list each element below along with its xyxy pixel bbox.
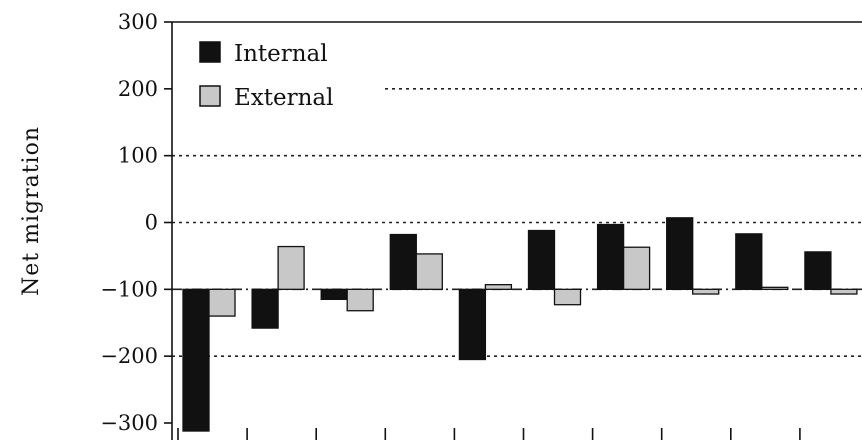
y-axis-title: Net migration [19,126,44,296]
y-tick-label: 300 [118,10,158,34]
bar-external-2 [277,245,305,290]
y-tick-label: −100 [100,277,158,301]
bar-internal-10 [804,251,832,290]
bar-internal-9 [735,233,763,290]
bar-internal-6 [527,229,556,290]
bar-internal-5 [458,288,487,361]
y-tick-label: 100 [118,144,158,168]
bar-external-7 [622,246,651,290]
bar-external-5 [484,284,513,290]
legend: Internal External [199,41,334,111]
legend-label-external: External [234,85,334,111]
legend-swatch-internal [199,41,221,63]
bar-internal-7 [596,223,625,290]
bar-internal-1 [182,288,210,432]
bar-internal-8 [666,217,694,290]
bar-internal-3 [320,288,348,301]
bars [182,217,858,432]
legend-swatch-external [199,85,221,107]
y-tick-label: 0 [145,211,158,235]
legend-label-internal: Internal [234,41,328,67]
y-tick-labels: 300 200 100 0 −100 −200 −300 [100,10,172,435]
bar-external-6 [553,288,582,306]
bar-external-9 [761,286,789,290]
y-tick-label: −200 [100,344,158,368]
bar-internal-4 [389,233,417,290]
bar-external-3 [346,288,374,312]
bar-internal-2 [251,288,279,329]
bar-external-8 [692,288,720,295]
bar-external-1 [208,288,236,317]
x-ticks [177,428,801,440]
bar-external-4 [415,253,443,290]
y-tick-label: 200 [118,77,158,101]
bar-external-10 [830,288,858,295]
y-tick-label: −300 [100,411,158,435]
